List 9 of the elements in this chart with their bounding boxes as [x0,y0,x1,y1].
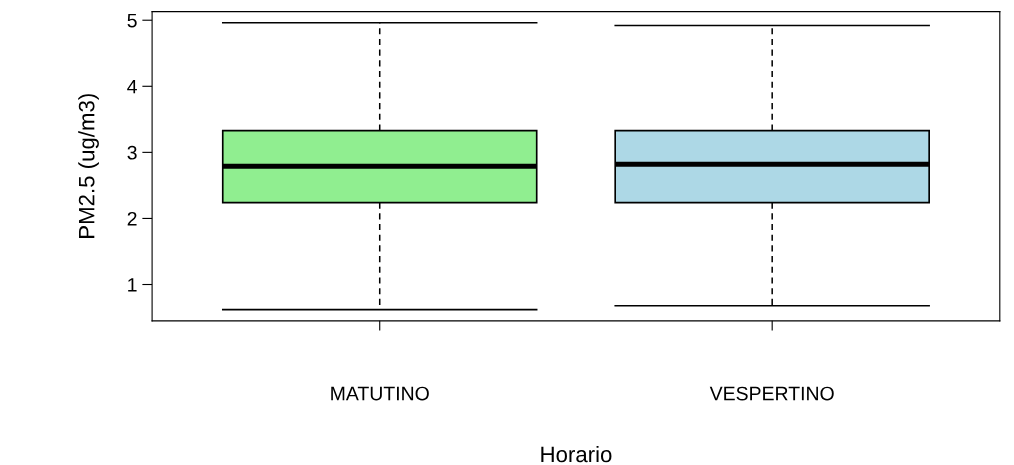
y-tick-label: 5 [127,13,137,28]
y-tick-label: 1 [128,278,137,292]
x-axis-title: Horario [541,445,612,463]
y-tick-label: 3 [127,145,137,160]
y-axis-title: PM2.5 (ug/m3) [78,94,99,238]
x-tick-label: VESPERTINO [709,386,834,401]
y-tick-label: 2 [127,211,137,226]
x-tick-label: MATUTINO [331,386,429,401]
y-tick-label: 4 [127,79,137,94]
